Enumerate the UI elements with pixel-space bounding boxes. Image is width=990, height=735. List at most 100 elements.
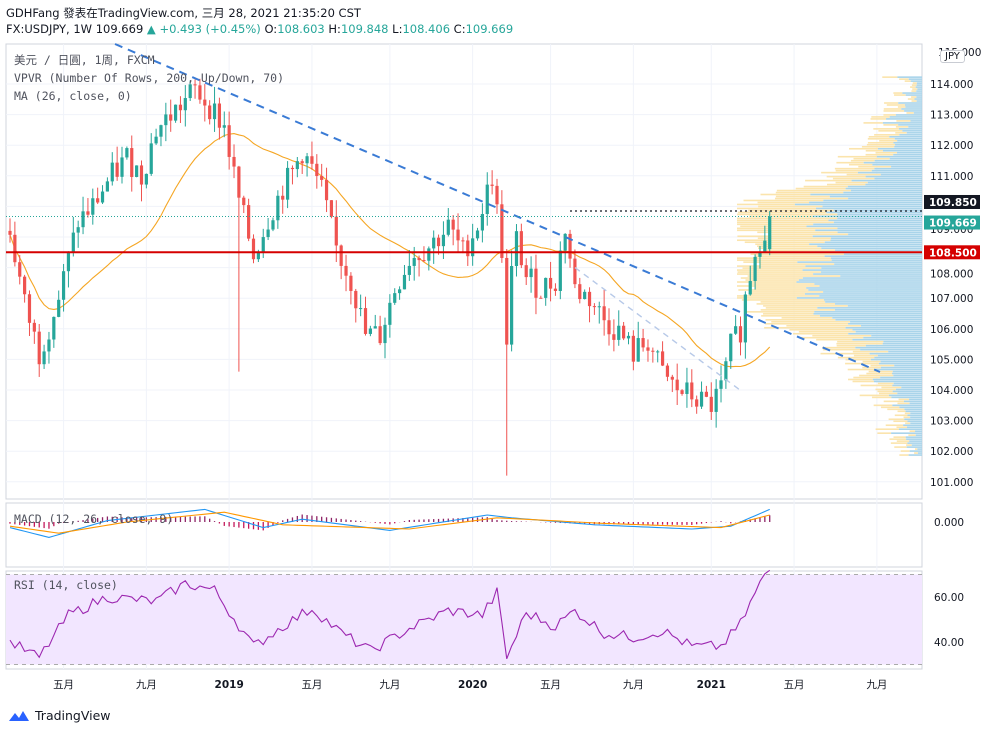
vpvr-up-bar <box>894 138 922 140</box>
vpvr-up-bar <box>898 124 922 126</box>
tradingview-brand[interactable]: TradingView <box>8 708 111 723</box>
vpvr-down-bar <box>761 315 820 317</box>
candle-body <box>592 306 596 308</box>
candle-body <box>13 234 17 263</box>
vpvr-up-bar <box>889 136 922 138</box>
vpvr-down-bar <box>911 100 917 102</box>
vpvr-down-bar <box>737 227 838 230</box>
ohlc-header: FX:USDJPY, 1W 109.669 ▲ +0.493 (+0.45%) … <box>6 22 513 36</box>
vpvr-down-bar <box>826 175 866 178</box>
vpvr-up-bar <box>843 253 922 255</box>
vpvr-down-bar <box>827 183 866 186</box>
vpvr-up-bar <box>871 334 922 337</box>
vpvr-down-bar <box>749 283 815 285</box>
candle-body <box>276 195 280 221</box>
vpvr-up-bar <box>863 336 922 339</box>
candle-body <box>441 234 446 247</box>
vpvr-up-bar <box>893 382 922 385</box>
vpvr-down-bar <box>852 350 889 353</box>
vpvr-up-bar <box>873 380 922 383</box>
candle-body <box>18 262 22 277</box>
vpvr-up-bar <box>888 394 922 397</box>
candle-body <box>738 326 743 343</box>
vpvr-up-bar <box>892 404 922 407</box>
candle-body <box>607 320 611 335</box>
candle-body <box>704 391 709 397</box>
vpvr-down-bar <box>832 177 875 180</box>
vpvr-up-bar <box>814 283 922 285</box>
price-tick-label: 101.000 <box>930 477 973 489</box>
vpvr-up-bar <box>857 171 922 174</box>
vpvr-down-bar <box>795 187 846 190</box>
vpvr-down-bar <box>897 410 906 413</box>
vpvr-down-bar <box>757 237 831 240</box>
vpvr-down-bar <box>820 352 870 355</box>
candle-body <box>154 136 158 144</box>
candle-body <box>81 211 85 228</box>
vpvr-down-bar <box>765 307 818 309</box>
candle-body <box>149 143 153 174</box>
vpvr-up-bar <box>915 434 922 436</box>
vpvr-up-bar <box>823 299 922 301</box>
rsi-band-fill <box>6 574 922 665</box>
vpvr-down-bar <box>754 255 825 257</box>
vpvr-down-bar <box>737 207 816 210</box>
time-tick-label: 九月 <box>866 679 887 691</box>
vpvr-down-bar <box>894 94 906 96</box>
vpvr-down-bar <box>883 108 902 110</box>
candle-body <box>402 274 407 290</box>
vpvr-up-bar <box>916 96 922 98</box>
candle-body <box>120 157 124 177</box>
symbol-label: FX:USDJPY, 1W <box>6 22 93 36</box>
vpvr-up-bar <box>852 338 922 341</box>
macd-pane[interactable] <box>5 502 923 568</box>
vpvr-down-bar <box>816 338 853 341</box>
vpvr-down-bar <box>759 263 835 265</box>
vpvr-down-bar <box>894 446 907 448</box>
vpvr-down-bar <box>884 102 899 104</box>
vpvr-up-bar <box>899 134 922 136</box>
vpvr-down-bar <box>870 118 887 120</box>
close-value: 109.669 <box>465 22 514 36</box>
vpvr-up-bar <box>880 366 922 369</box>
vpvr-up-bar <box>847 305 922 307</box>
vpvr-down-bar <box>748 293 805 295</box>
vpvr-up-bar <box>892 370 922 373</box>
candle-body <box>71 232 75 253</box>
vpvr-up-bar <box>831 259 922 261</box>
publish-info: GDHFang 發表在TradingView.com, 三月 28, 2021 … <box>6 6 361 20</box>
vpvr-down-bar <box>758 205 823 208</box>
vpvr-up-bar <box>897 76 922 78</box>
candle-body <box>110 162 114 182</box>
vpvr-up-bar <box>903 424 922 427</box>
vpvr-down-bar <box>878 130 903 132</box>
vpvr-down-bar <box>911 90 917 92</box>
candle-body <box>178 104 183 111</box>
candle-body <box>217 103 222 128</box>
vpvr-up-bar <box>797 261 922 263</box>
vpvr-up-bar <box>889 116 922 118</box>
candle-body <box>563 233 567 251</box>
vpvr-down-bar <box>900 450 910 452</box>
candle-body <box>251 238 256 260</box>
vpvr-up-bar <box>850 189 922 192</box>
vpvr-down-bar <box>879 139 898 142</box>
vpvr-down-bar <box>852 380 874 383</box>
vpvr-up-bar <box>913 112 922 114</box>
vpvr-up-bar <box>897 392 922 395</box>
currency-badge[interactable]: JPY <box>940 50 965 63</box>
vpvr-down-bar <box>742 267 822 269</box>
price-tick-label: 105.000 <box>930 354 973 366</box>
vpvr-down-bar <box>888 418 905 421</box>
vpvr-up-bar <box>867 181 922 184</box>
vpvr-down-bar <box>912 82 917 84</box>
candle-body <box>451 219 455 230</box>
vpvr-down-bar <box>737 239 831 242</box>
vpvr-down-bar <box>846 173 881 176</box>
vpvr-down-bar <box>893 92 903 94</box>
candle-body <box>232 156 236 167</box>
price-badge-label: 108.500 <box>929 247 977 259</box>
vpvr-down-bar <box>866 143 896 146</box>
vpvr-down-bar <box>757 201 810 204</box>
